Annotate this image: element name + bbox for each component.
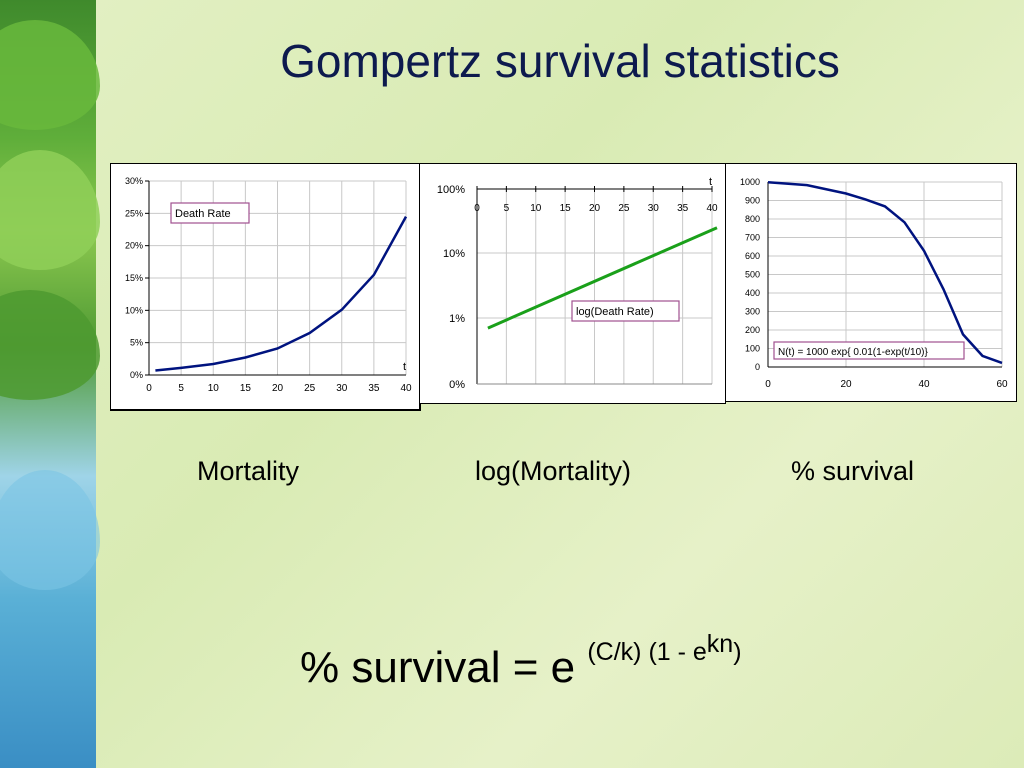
x-tick-label: 30 <box>336 383 348 394</box>
x-tick-label: 5 <box>504 203 510 214</box>
survival-chart-panel: 0 100 200 300 400 500 600 700 800 900 1000 0 20 40 60 N… <box>725 163 1017 402</box>
log-death-rate-line <box>487 226 718 330</box>
y-tick-label: 300 <box>745 307 760 317</box>
x-tick-label: 20 <box>840 379 852 390</box>
y-tick-label: 600 <box>745 251 760 261</box>
y-tick-label: 200 <box>745 325 760 335</box>
caption-mortality: Mortality <box>197 456 300 486</box>
series-label: Death Rate <box>175 208 231 220</box>
y-tick-label: 5% <box>130 338 143 348</box>
death-rate-line <box>155 215 408 372</box>
series-label: log(Death Rate) <box>576 306 654 318</box>
survival-chart: 0 100 200 300 400 500 600 700 800 900 1000 0 20 40 60 N… <box>740 177 1008 390</box>
leaf-image <box>0 150 100 270</box>
water-image <box>0 470 100 590</box>
y-tick-label: 10% <box>443 248 465 260</box>
x-tick-label: 60 <box>996 379 1008 390</box>
y-tick-label: 800 <box>745 214 760 224</box>
caption-log-mortality: log(Mortality) <box>475 456 632 486</box>
x-tick-label: 5 <box>178 383 184 394</box>
x-tick-label: 30 <box>648 203 660 214</box>
y-tick-label: 700 <box>745 233 760 243</box>
y-tick-label: 100 <box>745 344 760 354</box>
x-tick-label: 35 <box>677 203 689 214</box>
series-label: N(t) = 1000 exp{ 0.01(1-exp(t/10)} <box>778 347 928 358</box>
y-tick-label: 400 <box>745 288 760 298</box>
x-tick-label: 25 <box>304 383 316 394</box>
mortality-chart: 0% 5% 10% 15% 20% 25% 30% 0 5 10 15 20 25 30 35 40 t Deat… <box>125 176 412 394</box>
x-tick-label: 40 <box>400 383 412 394</box>
x-tick-label: 15 <box>560 203 572 214</box>
formula-lhs: % survival = e <box>300 643 576 692</box>
x-tick-label: 35 <box>368 383 380 394</box>
formula-inner-exponent: kn <box>706 630 734 658</box>
x-tick-label: 40 <box>706 203 718 214</box>
y-tick-label: 100% <box>437 184 465 196</box>
y-tick-label: 15% <box>125 273 143 283</box>
mortality-chart-panel: 0% 5% 10% 15% 20% 25% 30% 0 5 10 15 20 25 30 35 40 t Deat… <box>110 163 421 411</box>
slide-title: Gompertz survival statistics <box>280 35 840 87</box>
y-tick-label: 20% <box>125 241 143 251</box>
x-tick-label: 10 <box>530 203 542 214</box>
series-label-box <box>773 341 965 360</box>
y-tick-label: 10% <box>125 305 143 315</box>
log-mortality-chart: 0%1%10%100%0510152025303540tlog(Death Ra… <box>437 176 718 391</box>
leaf-image <box>0 290 100 400</box>
y-tick-label: 0% <box>130 370 143 380</box>
survival-formula: % survival = e (C/k) (1 - ekn) <box>300 630 742 693</box>
formula-exponent: (C/k) (1 - ekn) <box>587 630 742 666</box>
x-tick-label: 0 <box>765 379 771 390</box>
x-tick-label: 20 <box>272 383 284 394</box>
series-label-box <box>170 202 250 224</box>
x-axis-label: t <box>403 361 406 373</box>
x-tick-label: 10 <box>208 383 220 394</box>
y-tick-label: 500 <box>745 270 760 280</box>
x-axis-label: t <box>709 176 712 188</box>
x-tick-label: 25 <box>618 203 630 214</box>
y-tick-label: 1000 <box>740 177 760 187</box>
x-tick-label: 0 <box>146 383 152 394</box>
y-tick-label: 0 <box>755 362 760 372</box>
x-tick-label: 15 <box>240 383 252 394</box>
x-tick-label: 40 <box>918 379 930 390</box>
x-tick-label: 20 <box>589 203 601 214</box>
y-tick-label: 900 <box>745 196 760 206</box>
caption-survival: % survival <box>791 456 915 486</box>
y-tick-label: 0% <box>449 379 465 391</box>
log-mortality-chart-panel: 0%1%10%100%0510152025303540tlog(Death Ra… <box>419 163 726 404</box>
y-tick-label: 25% <box>125 208 143 218</box>
leaf-image <box>0 20 100 130</box>
survival-line <box>767 180 1003 365</box>
decorative-leaf-strip <box>0 0 100 768</box>
series-label-box <box>571 300 680 322</box>
y-tick-label: 30% <box>125 176 143 186</box>
y-tick-label: 1% <box>449 313 465 325</box>
